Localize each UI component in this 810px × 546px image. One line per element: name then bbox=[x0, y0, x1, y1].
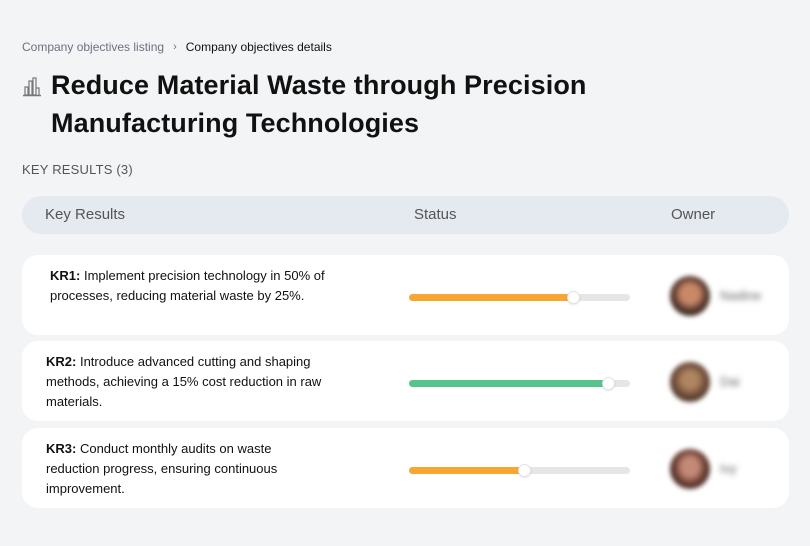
key-results-count-label: KEY RESULTS (3) bbox=[22, 162, 133, 177]
owner-name[interactable]: Nadine bbox=[720, 288, 762, 303]
status-progress-bar[interactable] bbox=[409, 377, 630, 390]
progress-handle[interactable] bbox=[517, 464, 531, 477]
progress-fill bbox=[409, 380, 608, 387]
status-progress-bar[interactable] bbox=[409, 291, 630, 304]
key-result-text: Introduce advanced cutting and shaping m… bbox=[46, 354, 322, 409]
breadcrumb-separator-icon: › bbox=[173, 41, 177, 53]
page-header: Reduce Material Waste through Precision … bbox=[22, 66, 651, 142]
owner-avatar[interactable] bbox=[670, 276, 710, 316]
table-header: Key Results Status Owner bbox=[22, 196, 789, 234]
column-header-key-results: Key Results bbox=[45, 206, 126, 223]
status-progress-bar[interactable] bbox=[409, 464, 630, 477]
building-chart-icon bbox=[23, 77, 41, 97]
key-result-description: KR3: Conduct monthly audits on waste red… bbox=[46, 439, 316, 499]
page-title: Reduce Material Waste through Precision … bbox=[51, 70, 587, 138]
progress-fill bbox=[409, 467, 524, 474]
owner-avatar[interactable] bbox=[670, 449, 710, 489]
column-header-owner: Owner bbox=[671, 206, 716, 223]
column-header-status: Status bbox=[414, 206, 457, 223]
key-result-row[interactable]: KR2: Introduce advanced cutting and shap… bbox=[22, 341, 789, 421]
key-result-text: Conduct monthly audits on waste reductio… bbox=[46, 441, 278, 496]
owner-name[interactable]: Dai bbox=[720, 374, 740, 389]
key-result-id: KR2: bbox=[46, 354, 77, 369]
breadcrumb: Company objectives listing › Company obj… bbox=[22, 40, 332, 54]
progress-fill bbox=[409, 294, 573, 301]
progress-handle[interactable] bbox=[566, 291, 580, 304]
breadcrumb-current: Company objectives details bbox=[185, 40, 332, 54]
owner-name[interactable]: Ivy bbox=[720, 461, 737, 476]
progress-handle[interactable] bbox=[601, 377, 615, 390]
key-result-text: Implement precision technology in 50% of… bbox=[50, 268, 325, 303]
key-result-description: KR2: Introduce advanced cutting and shap… bbox=[46, 352, 356, 412]
key-result-row[interactable]: KR1: Implement precision technology in 5… bbox=[22, 255, 789, 335]
key-result-id: KR3: bbox=[46, 441, 77, 456]
key-result-row[interactable]: KR3: Conduct monthly audits on waste red… bbox=[22, 428, 789, 508]
key-result-id: KR1: bbox=[50, 268, 81, 283]
owner-avatar[interactable] bbox=[670, 362, 710, 402]
key-result-description: KR1: Implement precision technology in 5… bbox=[50, 266, 350, 306]
breadcrumb-link-listing[interactable]: Company objectives listing bbox=[22, 40, 165, 54]
